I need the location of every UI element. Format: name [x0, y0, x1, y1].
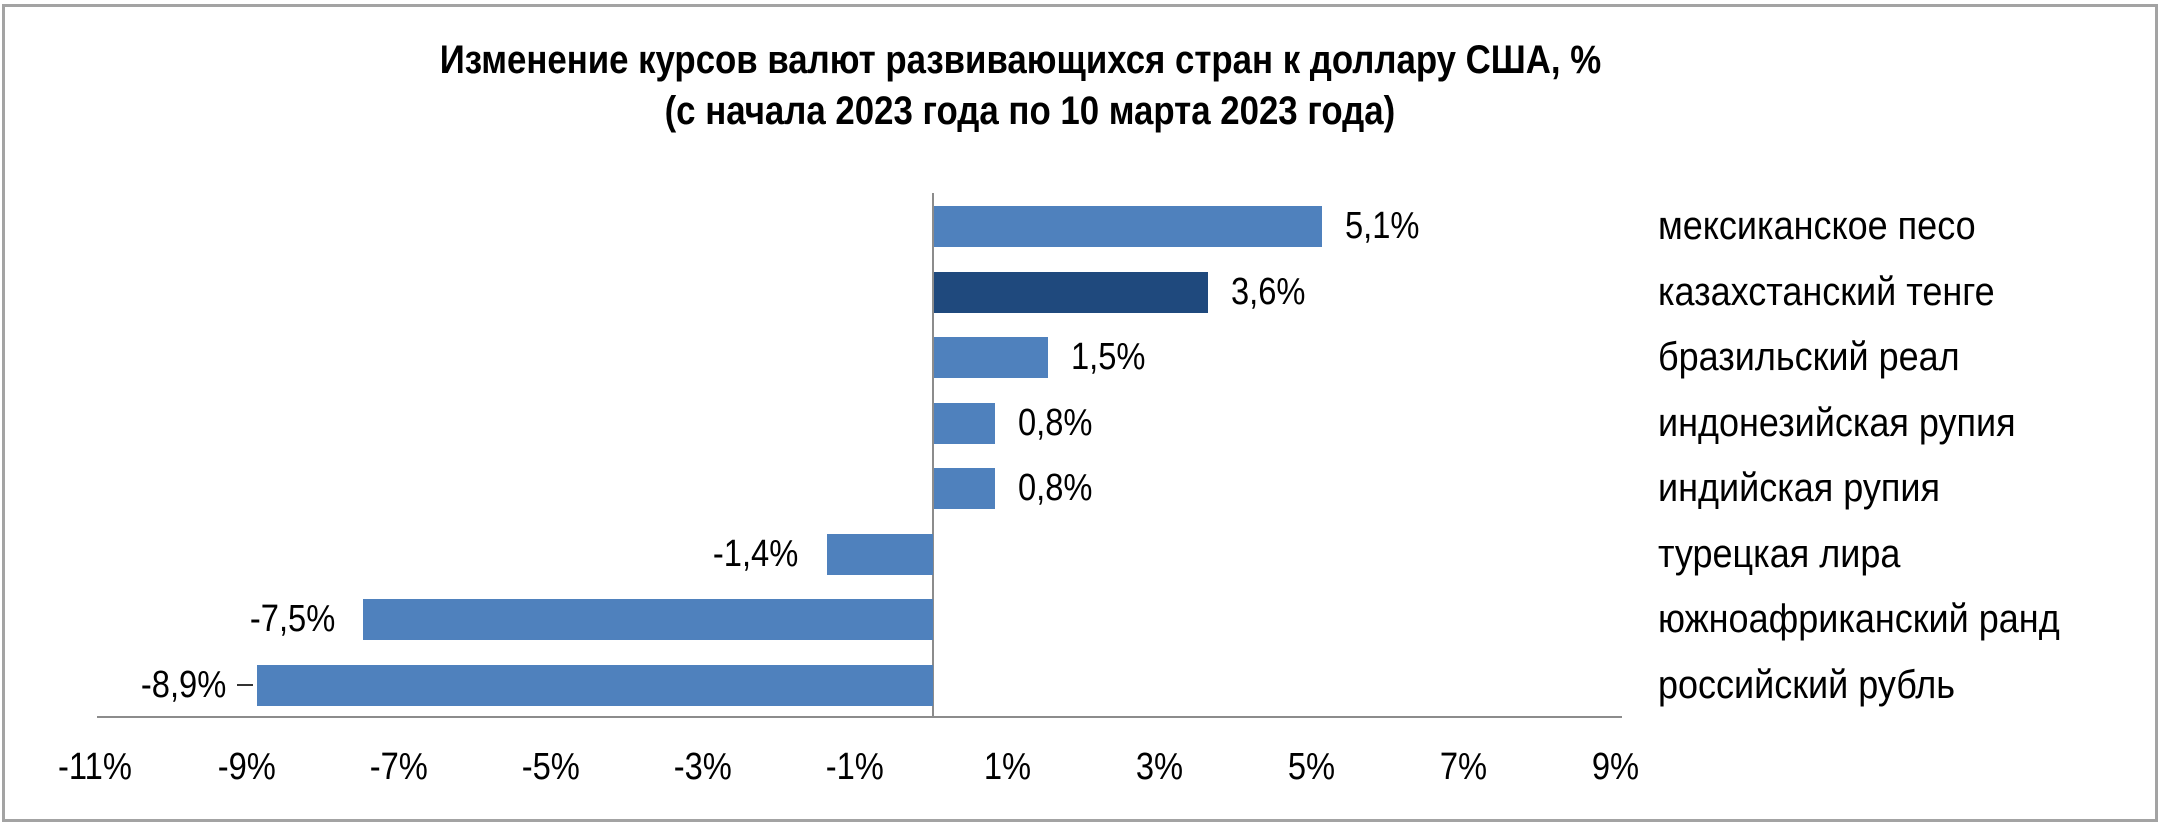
- chart-title-line2: (с начала 2023 года по 10 марта 2023 год…: [10, 89, 2050, 133]
- bar-2: [934, 337, 1048, 378]
- x-tick-label-text: 3%: [1135, 746, 1183, 788]
- x-tick-label: -7%: [339, 746, 459, 788]
- category-label: турецкая лира: [1658, 532, 1927, 576]
- chart-title-line2-text: (с начала 2023 года по 10 марта 2023 год…: [664, 89, 1396, 133]
- x-tick-label: 3%: [1099, 746, 1219, 788]
- x-tick-label-text: 7%: [1439, 746, 1487, 788]
- x-axis-line: [97, 716, 1622, 718]
- x-tick-label-text: -7%: [369, 746, 429, 788]
- category-label-text: мексиканское песо: [1658, 204, 1976, 248]
- category-label: мексиканское песо: [1658, 204, 2011, 248]
- leader-line: [236, 683, 253, 686]
- data-label: 0,8%: [1018, 467, 1105, 509]
- data-label: 3,6%: [1231, 271, 1318, 313]
- x-tick-label: -9%: [187, 746, 307, 788]
- data-label: -8,9%: [27, 663, 227, 706]
- category-label: казахстанский тенге: [1658, 270, 2032, 314]
- data-label-text: -7,5%: [249, 598, 335, 640]
- category-label-text: турецкая лира: [1658, 531, 1901, 576]
- data-label-text: -8,9%: [141, 663, 227, 706]
- bar-0: [934, 206, 1322, 247]
- x-tick-label: 1%: [947, 746, 1067, 788]
- bar-3: [934, 402, 995, 444]
- x-tick-label: -3%: [643, 746, 763, 788]
- data-label-text: 1,5%: [1071, 336, 1146, 378]
- category-label-text: индонезийская рупия: [1658, 400, 2016, 445]
- category-label-text: российский рубль: [1658, 662, 1956, 707]
- x-tick-label-text: 5%: [1287, 746, 1335, 788]
- x-tick-label: -11%: [35, 746, 155, 788]
- bar-4: [934, 468, 995, 509]
- bar-5: [826, 533, 933, 575]
- data-label: -1,4%: [599, 532, 799, 575]
- data-label-text: -1,4%: [713, 532, 799, 575]
- x-tick-label-text: -11%: [58, 746, 132, 788]
- bar-1: [934, 271, 1208, 313]
- x-tick-label: 5%: [1251, 746, 1371, 788]
- data-label: 0,8%: [1018, 402, 1105, 444]
- x-tick-label-text: -5%: [521, 746, 581, 788]
- data-label-text: 3,6%: [1230, 270, 1306, 313]
- data-label-text: 0,8%: [1017, 467, 1093, 509]
- x-tick-label-text: -3%: [673, 746, 733, 788]
- zero-axis-line: [932, 193, 934, 718]
- category-label: индийская рупия: [1658, 466, 1971, 510]
- data-label: 5,1%: [1345, 205, 1432, 247]
- x-tick-label: 9%: [1555, 746, 1675, 788]
- bar-7: [256, 664, 933, 706]
- x-tick-label-text: 1%: [983, 746, 1031, 788]
- bar-6: [363, 599, 933, 640]
- data-label: -7,5%: [135, 598, 335, 640]
- chart-title-line1-text: Изменение курсов валют развивающихся стр…: [439, 38, 1601, 82]
- x-tick-label-text: -1%: [825, 746, 885, 788]
- data-label: 1,5%: [1071, 336, 1158, 378]
- category-label: индонезийская рупия: [1658, 401, 2055, 445]
- category-label: бразильский реал: [1658, 335, 1993, 379]
- x-tick-label-text: -9%: [217, 746, 277, 788]
- data-label-text: 5,1%: [1344, 205, 1420, 247]
- category-label-text: казахстанский тенге: [1658, 269, 1995, 314]
- chart-title-line1: Изменение курсов валют развивающихся стр…: [0, 38, 2040, 82]
- category-label-text: индийская рупия: [1658, 466, 1940, 510]
- x-tick-label-text: 9%: [1591, 746, 1639, 788]
- x-tick-label: -5%: [491, 746, 611, 788]
- x-tick-label: -1%: [795, 746, 915, 788]
- category-label-text: южноафриканский ранд: [1658, 597, 2060, 641]
- category-label: южноафриканский ранд: [1658, 597, 2104, 641]
- data-label-text: 0,8%: [1017, 401, 1093, 444]
- category-label: российский рубль: [1658, 663, 1988, 707]
- category-label-text: бразильский реал: [1658, 335, 1960, 379]
- x-tick-label: 7%: [1403, 746, 1523, 788]
